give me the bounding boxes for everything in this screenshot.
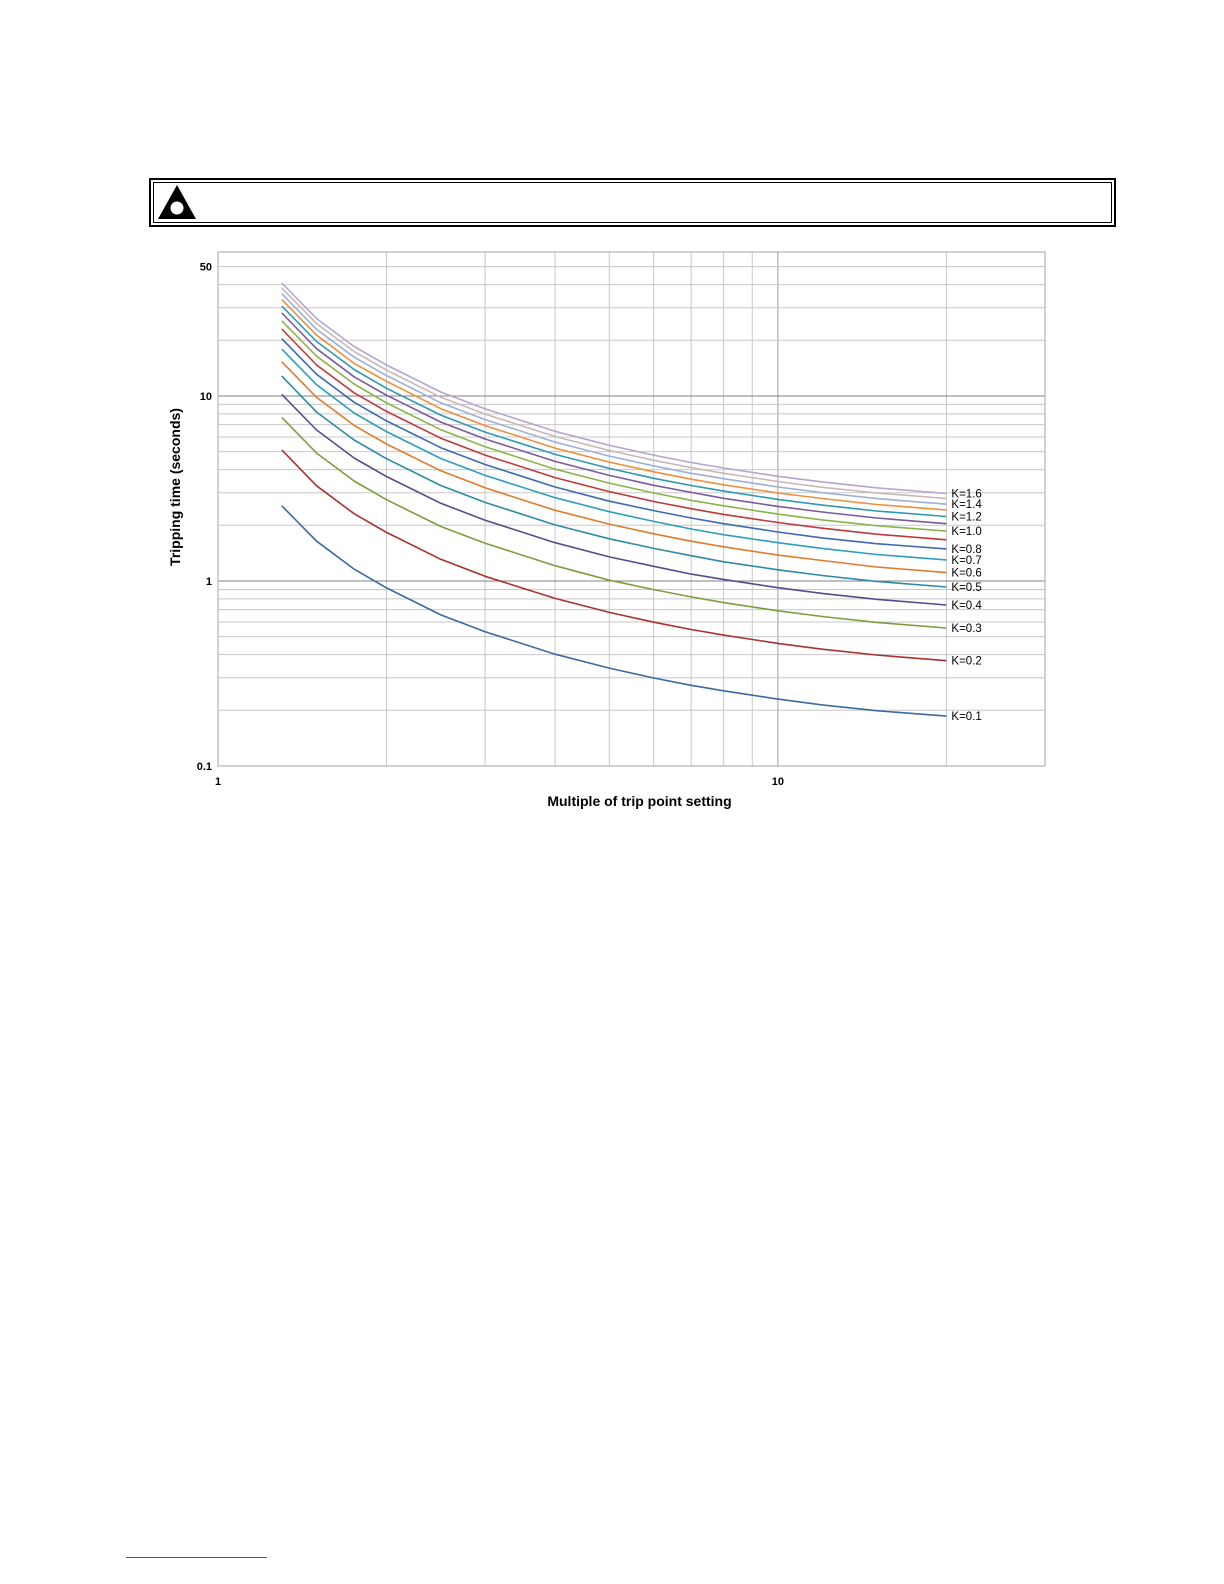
series-line-K-0.2 — [281, 449, 947, 662]
y-tick-label: 10 — [200, 391, 212, 403]
warning-banner-inner-border — [153, 182, 1112, 223]
series-line-K-0.6 — [281, 361, 947, 574]
series-line-K-0.4 — [281, 393, 947, 606]
series-line-K-1.5 — [281, 287, 947, 500]
x-tick-labels: 1 10 — [215, 776, 784, 788]
series-line-K-1.2 — [281, 305, 947, 518]
series-label: K=1.6 — [951, 489, 981, 501]
x-tick-label: 1 — [215, 776, 221, 788]
y-tick-label: 50 — [200, 262, 212, 274]
series-label: K=0.3 — [951, 623, 981, 635]
series-line-K-0.1 — [281, 505, 947, 717]
series-line-K-0.7 — [281, 348, 947, 561]
series-line-K-1.0 — [281, 320, 947, 532]
warning-triangle-icon — [158, 185, 196, 219]
series-line-K-1.3 — [281, 299, 947, 511]
plot-area-frame — [217, 251, 1046, 767]
series-label: K=0.8 — [951, 544, 981, 556]
series-label: K=1.4 — [951, 499, 982, 511]
series-label: K=0.6 — [951, 568, 981, 580]
y-tick-label: 0.1 — [197, 761, 212, 773]
series-label: K=0.4 — [951, 600, 982, 612]
series-label: K=0.5 — [951, 582, 981, 594]
footnote-separator — [126, 1557, 267, 1558]
series-label: K=0.1 — [951, 711, 981, 723]
series-label: K=0.7 — [951, 555, 981, 567]
series-line-K-1.6 — [281, 282, 947, 495]
y-tick-label: 1 — [206, 576, 212, 588]
series-line-K-1.1 — [281, 312, 947, 525]
series-label: K=0.2 — [951, 656, 981, 668]
series-label: K=1.0 — [951, 526, 981, 538]
series-line-K-1.4 — [281, 293, 947, 505]
y-axis-title: Tripping time (seconds) — [167, 408, 183, 566]
warning-banner — [149, 178, 1116, 227]
series-line-K-0.5 — [281, 375, 947, 588]
series-label: K=1.2 — [951, 512, 981, 524]
x-tick-label: 10 — [772, 776, 784, 788]
x-axis-title: Multiple of trip point setting — [547, 793, 731, 809]
series-labels: K=1.6K=1.4K=1.2 K=1.0 K=0.8K=0.7K=0.6 K=0.5… — [951, 489, 982, 724]
y-tick-labels: 50 10 1 0.1 — [197, 262, 212, 773]
series-line-K-0.3 — [281, 416, 947, 629]
series-line-K-0.8 — [281, 338, 947, 550]
series-lines — [281, 282, 947, 717]
series-line-K-0.9 — [281, 328, 947, 541]
grid-lines — [218, 252, 1045, 766]
